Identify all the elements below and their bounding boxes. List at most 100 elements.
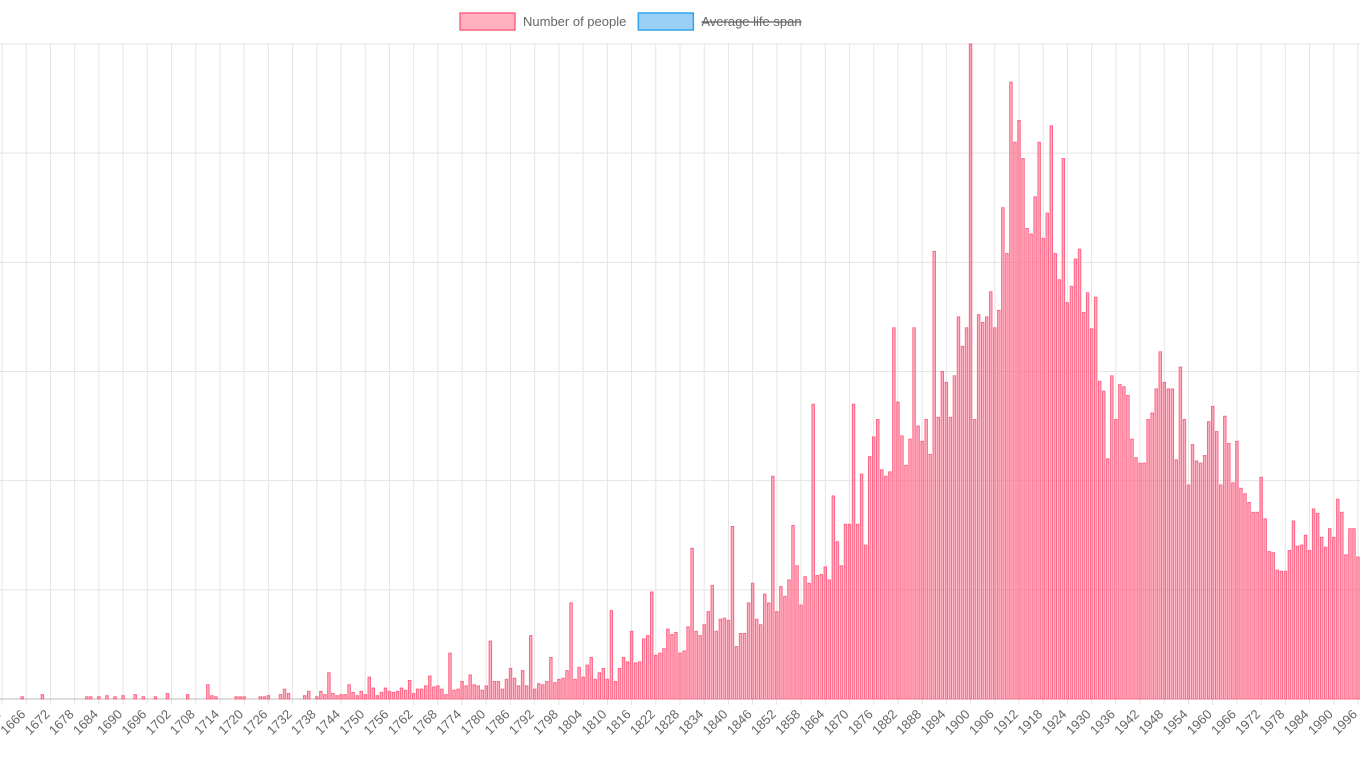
bar	[722, 617, 727, 700]
x-tick-label: 1888	[893, 707, 924, 738]
bar	[20, 696, 24, 700]
bar	[520, 670, 525, 700]
bar	[468, 674, 472, 700]
bar	[1356, 556, 1360, 700]
x-tick-label: 1936	[1087, 707, 1118, 738]
bar	[480, 689, 484, 700]
bar	[1013, 141, 1017, 700]
bar	[714, 630, 719, 700]
bar	[383, 687, 388, 700]
bar	[1170, 388, 1175, 700]
bar	[436, 685, 440, 700]
x-tick-label: 1702	[143, 707, 174, 738]
bar	[508, 667, 513, 700]
bar	[549, 657, 553, 700]
bar	[1311, 508, 1316, 700]
bar	[1174, 459, 1179, 700]
bar	[1202, 455, 1207, 700]
bar	[585, 664, 589, 700]
legend-swatch[interactable]	[459, 12, 516, 31]
bar	[185, 694, 190, 700]
legend-label[interactable]: Number of people	[523, 14, 626, 29]
bar	[315, 696, 319, 700]
x-tick-label: 1846	[724, 707, 755, 738]
bar	[561, 677, 565, 700]
x-tick-label: 1786	[482, 707, 513, 738]
bar	[1219, 484, 1223, 700]
bar	[1198, 462, 1203, 700]
bar	[819, 574, 823, 700]
x-tick-label: 1930	[1063, 707, 1094, 738]
bar	[984, 316, 989, 700]
bar	[1146, 419, 1150, 700]
bar	[1114, 419, 1118, 700]
bar	[379, 691, 384, 700]
bar	[702, 624, 706, 700]
bar	[573, 678, 577, 700]
x-tick-label: 1714	[191, 707, 222, 738]
bar	[464, 685, 468, 700]
bar	[1037, 141, 1041, 700]
bar	[1247, 502, 1251, 700]
bar	[234, 696, 238, 700]
bar	[355, 695, 359, 700]
bar	[1215, 431, 1219, 700]
bar	[892, 327, 896, 700]
bar	[577, 666, 581, 700]
bar	[1110, 375, 1114, 700]
bar	[266, 695, 271, 700]
legend-label[interactable]: Average life span	[701, 14, 801, 29]
bar	[516, 685, 521, 700]
bar	[1005, 253, 1009, 700]
bar	[682, 650, 686, 700]
bar	[399, 687, 404, 700]
bar	[537, 683, 541, 700]
bar	[302, 695, 307, 700]
bar	[121, 695, 125, 700]
x-tick-label: 1780	[457, 707, 488, 738]
bar	[779, 586, 783, 700]
bar	[694, 630, 698, 700]
bar	[395, 690, 400, 700]
bar	[282, 688, 287, 700]
bar	[605, 678, 610, 700]
bar	[956, 316, 961, 700]
x-tick-label: 1666	[0, 707, 28, 738]
bar	[807, 582, 811, 700]
bar	[989, 291, 993, 700]
bar	[1081, 312, 1086, 700]
bar	[319, 690, 323, 700]
bar	[855, 523, 860, 700]
legend-swatch[interactable]	[637, 12, 695, 31]
bar	[666, 628, 670, 700]
bar	[629, 630, 634, 700]
bar	[581, 676, 585, 700]
x-tick-label: 1858	[772, 707, 803, 738]
x-tick-label: 1690	[94, 707, 125, 738]
bar	[371, 687, 376, 700]
bar	[811, 403, 815, 700]
bar	[867, 456, 872, 700]
bar	[650, 591, 654, 700]
bar	[323, 694, 327, 700]
bar	[1001, 207, 1005, 700]
bar	[783, 595, 787, 700]
x-tick-label: 1978	[1256, 707, 1287, 738]
bar	[1328, 528, 1332, 700]
bar	[210, 695, 214, 700]
bar	[258, 696, 263, 700]
bar	[1235, 440, 1239, 700]
bar	[1255, 511, 1259, 700]
bar	[242, 696, 246, 700]
bar	[1227, 443, 1231, 700]
bar	[1150, 412, 1154, 700]
bar	[997, 309, 1001, 700]
bar	[472, 684, 476, 700]
bar	[928, 453, 932, 700]
bar	[1194, 460, 1199, 700]
x-tick-label: 1822	[627, 707, 658, 738]
bar	[916, 425, 920, 700]
bar	[1118, 384, 1122, 700]
bar	[343, 694, 347, 700]
bar	[424, 685, 428, 700]
